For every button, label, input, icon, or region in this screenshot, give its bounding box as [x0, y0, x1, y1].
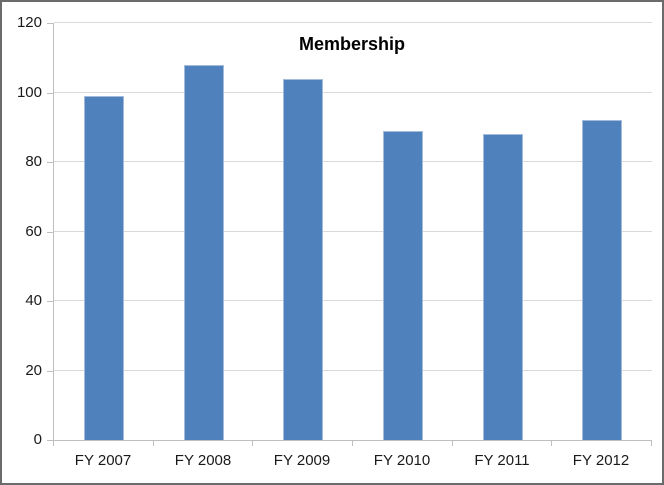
y-axis-tick-label-80: 80: [25, 153, 42, 170]
x-axis-tick-mark-6: [651, 441, 652, 446]
x-axis-label-fy-2008: FY 2008: [174, 452, 232, 469]
bar-fy-2008: [184, 65, 224, 440]
bar-fy-2010: [383, 131, 423, 440]
gridline-y60: [54, 231, 652, 232]
gridline-y80: [54, 161, 652, 162]
x-axis-label-fy-2011: FY 2011: [474, 452, 530, 469]
x-axis-tick-mark-5: [551, 441, 552, 446]
x-axis-label-fy-2009: FY 2009: [273, 452, 331, 469]
y-axis-tick-mark-120: [47, 23, 53, 24]
chart-title: Membership: [298, 34, 406, 54]
bar-fy-2012: [582, 120, 622, 440]
plot-area: [53, 22, 652, 441]
bar-fy-2011: [483, 134, 523, 440]
y-axis-tick-mark-0: [47, 440, 53, 441]
y-axis-tick-label-40: 40: [25, 292, 42, 309]
x-axis-tick-mark-1: [153, 441, 154, 446]
y-axis-tick-label-100: 100: [16, 84, 42, 101]
gridline-y40: [54, 300, 652, 301]
x-axis-tick-mark-0: [53, 441, 54, 446]
bar-fy-2007: [84, 96, 124, 440]
x-axis-label-fy-2012: FY 2012: [572, 452, 630, 469]
x-axis-tick-mark-2: [252, 441, 253, 446]
y-axis-tick-mark-40: [47, 301, 53, 302]
gridline-y100: [54, 92, 652, 93]
gridline-y120: [54, 22, 652, 23]
y-axis-tick-mark-60: [47, 232, 53, 233]
y-axis-tick-mark-100: [47, 93, 53, 94]
y-axis-tick-mark-80: [47, 162, 53, 163]
y-axis-tick-label-20: 20: [25, 362, 42, 379]
x-axis-tick-mark-3: [352, 441, 353, 446]
y-axis-tick-label-0: 0: [33, 431, 42, 448]
gridline-y20: [54, 370, 652, 371]
y-axis-tick-mark-20: [47, 371, 53, 372]
y-axis-tick-label-120: 120: [16, 14, 42, 31]
x-axis-tick-mark-4: [452, 441, 453, 446]
x-axis-label-fy-2010: FY 2010: [373, 452, 431, 469]
y-axis-tick-label-60: 60: [25, 223, 42, 240]
x-axis-label-fy-2007: FY 2007: [74, 452, 132, 469]
bar-fy-2009: [283, 79, 323, 440]
